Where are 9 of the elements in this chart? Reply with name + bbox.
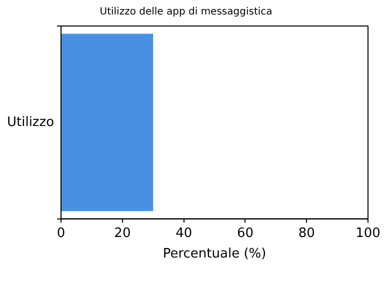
x-tick-label: 0 bbox=[56, 226, 66, 241]
x-tick-label: 40 bbox=[176, 226, 192, 241]
x-tick-label: 20 bbox=[114, 226, 131, 241]
chart-title: Utilizzo delle app di messaggistica bbox=[100, 6, 272, 18]
x-tick-label: 100 bbox=[356, 226, 380, 241]
x-tick-label: 80 bbox=[298, 226, 315, 241]
y-tick-label: Utilizzo bbox=[6, 114, 54, 130]
x-tick-label: 60 bbox=[236, 226, 254, 241]
x-axis-title: Percentuale (%) bbox=[162, 246, 266, 262]
